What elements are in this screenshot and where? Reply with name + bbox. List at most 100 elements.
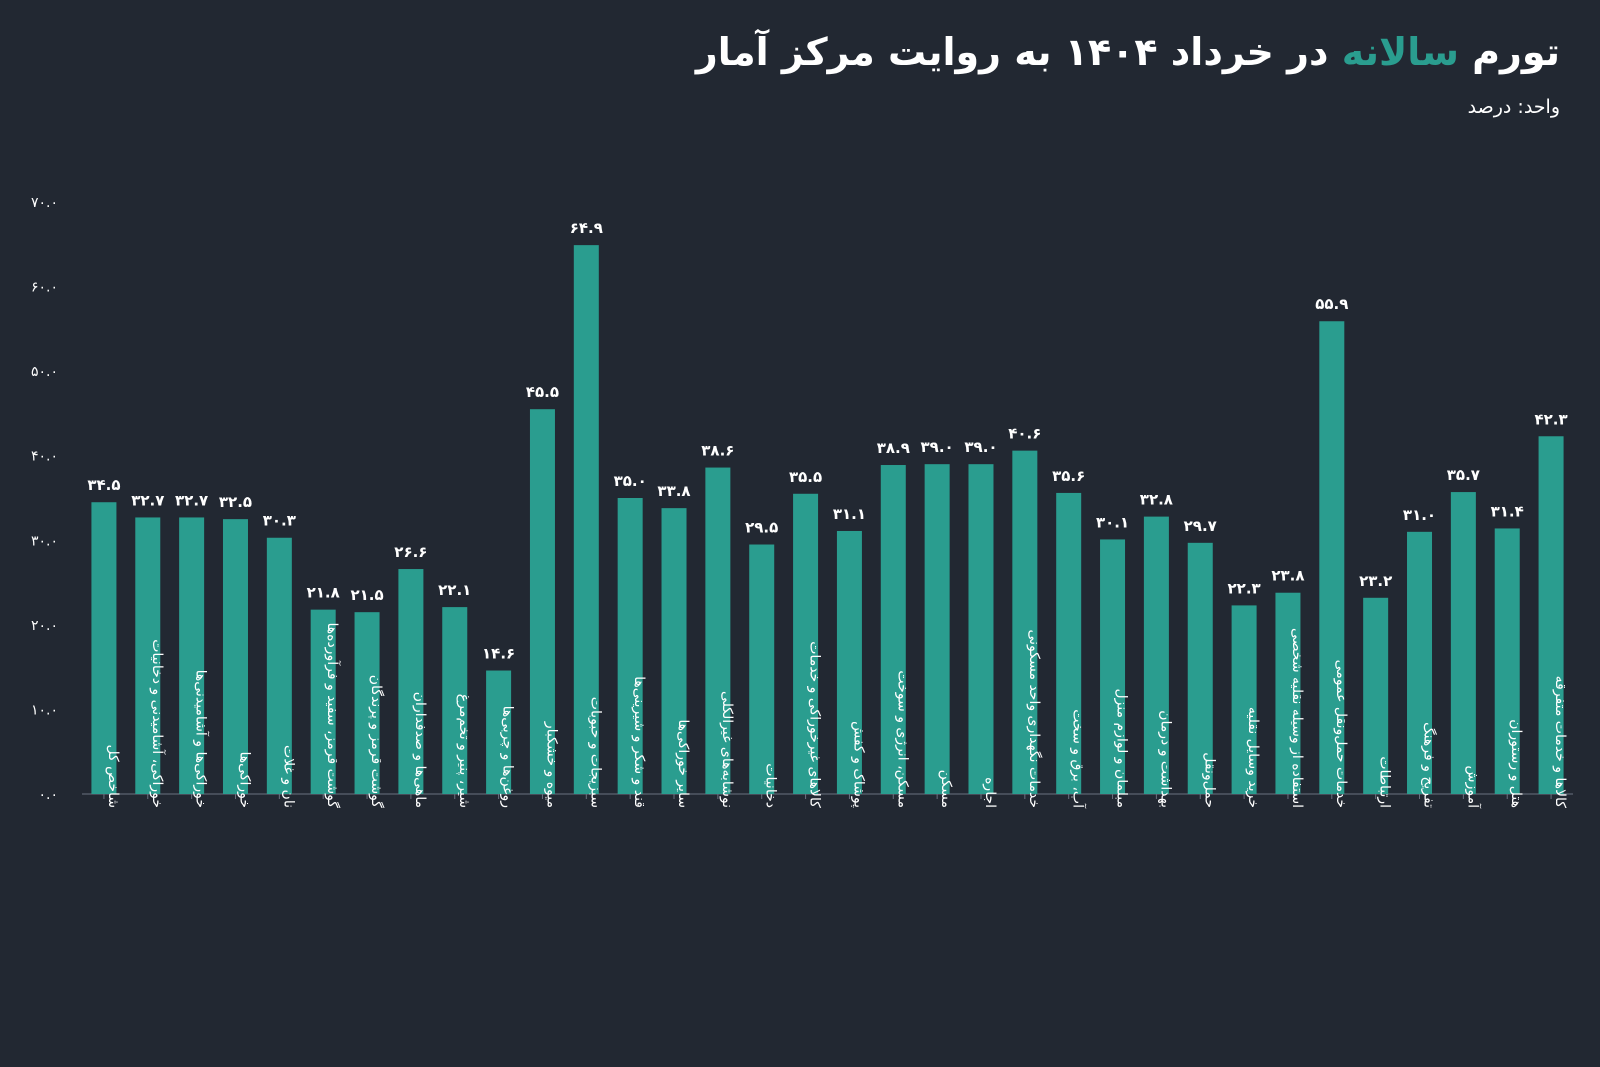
chart-title: تورم سالانه در خرداد ۱۴۰۴ به روایت مرکز …	[696, 30, 1560, 74]
bar	[222, 519, 248, 794]
x-tick-label: میوه و خشکبار	[543, 721, 559, 808]
y-tick-label: ۰.۰	[39, 787, 59, 803]
data-label: ۳۹.۰	[964, 438, 997, 456]
title-part-before: تورم	[1458, 30, 1560, 74]
data-label: ۵۵.۹	[1315, 295, 1348, 313]
bar	[749, 544, 775, 794]
data-label: ۳۵.۶	[1052, 467, 1085, 485]
data-label: ۲۲.۳	[1228, 579, 1261, 597]
x-tick-label: اجاره	[982, 777, 998, 808]
title-highlight: سالانه	[1341, 30, 1459, 74]
x-tick-label: گوشت قرمز، سفید و فرآورده‌ها	[324, 622, 341, 808]
x-tick-label: سایر خوراکی‌ها	[675, 719, 691, 808]
x-tick-label: مبلمان و لوازم منزل	[1114, 688, 1130, 808]
data-label: ۳۸.۶	[701, 442, 734, 460]
bar	[880, 465, 906, 794]
bar	[1012, 450, 1038, 794]
data-label: ۳۹.۰	[921, 438, 954, 456]
x-tick-label: حمل‌ونقل	[1201, 752, 1217, 808]
data-label: ۳۵.۵	[789, 468, 822, 486]
data-label: ۶۴.۹	[570, 219, 603, 237]
data-label: ۳۲.۷	[175, 491, 208, 509]
bar	[398, 569, 424, 794]
data-label: ۱۴.۶	[482, 645, 515, 663]
y-tick-label: ۳۰.۰	[31, 533, 58, 549]
bar	[486, 670, 512, 794]
bar	[617, 498, 643, 794]
x-tick-label: استفاده از وسیله نقلیه شخصی	[1289, 628, 1305, 808]
data-label: ۲۱.۵	[350, 586, 383, 604]
bar	[1231, 605, 1257, 794]
x-tick-label: خوراکی‌ها	[236, 751, 252, 808]
data-label: ۳۰.۱	[1096, 513, 1129, 531]
chart-subtitle: واحد: درصد	[1467, 96, 1560, 118]
x-tick-label: نوشابه‌های غیرالکلی	[719, 691, 735, 808]
x-tick-label: ماهی‌ها و صدفداران	[412, 692, 428, 808]
bar	[354, 612, 380, 794]
bar	[1275, 592, 1301, 794]
bar	[1538, 436, 1564, 794]
bar	[1319, 321, 1345, 794]
bar	[1056, 492, 1082, 794]
x-tick-label: خدمات حمل‌ونقل عمومی	[1333, 660, 1349, 808]
data-label: ۳۱.۰	[1403, 506, 1436, 524]
data-label: ۲۶.۶	[394, 543, 427, 561]
y-tick-label: ۱۰.۰	[31, 702, 58, 718]
x-tick-label: مسکن	[938, 770, 954, 808]
data-label: ۳۰.۳	[263, 512, 296, 530]
x-tick-label: آب، برق و سخت	[1070, 709, 1087, 809]
data-label: ۳۴.۵	[87, 476, 120, 494]
x-tick-label: بهداشت و درمان	[1157, 710, 1173, 808]
y-tick-label: ۴۰.۰	[31, 449, 58, 465]
data-label: ۴۵.۵	[526, 383, 559, 401]
x-tick-label: تفریح و فرهنگ	[1421, 722, 1438, 808]
bar	[924, 464, 950, 794]
bar	[1100, 539, 1126, 794]
x-tick-label: خرید وسایل نقلیه	[1245, 707, 1261, 808]
x-tick-label: روغن‌ها و چربی‌ها	[500, 706, 516, 808]
data-label: ۲۳.۸	[1271, 567, 1304, 585]
data-label: ۲۲.۱	[438, 581, 471, 599]
data-label: ۴۰.۶	[1008, 425, 1041, 443]
bar	[1450, 492, 1476, 794]
data-label: ۳۱.۴	[1491, 502, 1524, 520]
y-tick-label: ۵۰.۰	[31, 364, 58, 380]
bar	[91, 502, 117, 794]
data-label: ۳۲.۸	[1140, 491, 1173, 509]
bar	[529, 409, 555, 794]
x-tick-label: خوراکی، آشامیدنی و دخانیات	[149, 639, 166, 808]
x-tick-label: دخانیات	[763, 763, 779, 808]
title-part-after: در خرداد ۱۴۰۴ به روایت مرکز آمار	[695, 30, 1342, 74]
data-label: ۲۹.۷	[1184, 517, 1217, 535]
data-label: ۳۱.۱	[833, 505, 866, 523]
x-tick-label: سبزیجات و حبوبات	[587, 697, 603, 808]
bar	[1494, 528, 1520, 794]
data-label: ۳۵.۰	[614, 472, 647, 490]
data-label: ۳۸.۹	[877, 439, 910, 457]
bar	[1143, 516, 1169, 794]
x-tick-label: آموزش	[1464, 766, 1481, 810]
y-tick-label: ۲۰.۰	[31, 618, 58, 634]
data-label: ۴۲.۳	[1534, 410, 1567, 428]
x-tick-label: گوشت قرمز و پرندگان	[368, 675, 385, 809]
data-label: ۳۳.۸	[657, 482, 690, 500]
x-tick-label: شاخص کل	[105, 744, 121, 808]
y-tick-label: ۶۰.۰	[31, 280, 58, 296]
data-label: ۲۳.۲	[1359, 572, 1392, 590]
x-tick-label: کالاهای غیرخوراکی و خدمات	[807, 641, 823, 808]
bar	[573, 245, 599, 795]
x-tick-label: خدمات نگهداری واحد مسکونی	[1026, 629, 1043, 808]
bar	[661, 508, 687, 794]
x-tick-label: هتل و رستوران	[1508, 719, 1524, 808]
bar	[705, 467, 731, 794]
bar	[1187, 542, 1213, 794]
bar	[1407, 531, 1433, 794]
bar	[266, 537, 292, 794]
data-label: ۳۲.۷	[131, 491, 164, 509]
bar	[179, 517, 205, 794]
data-label: ۲۱.۸	[307, 584, 340, 602]
data-label: ۳۵.۷	[1447, 466, 1480, 484]
bar	[442, 607, 468, 794]
x-tick-label: ارتباطات	[1377, 756, 1393, 808]
